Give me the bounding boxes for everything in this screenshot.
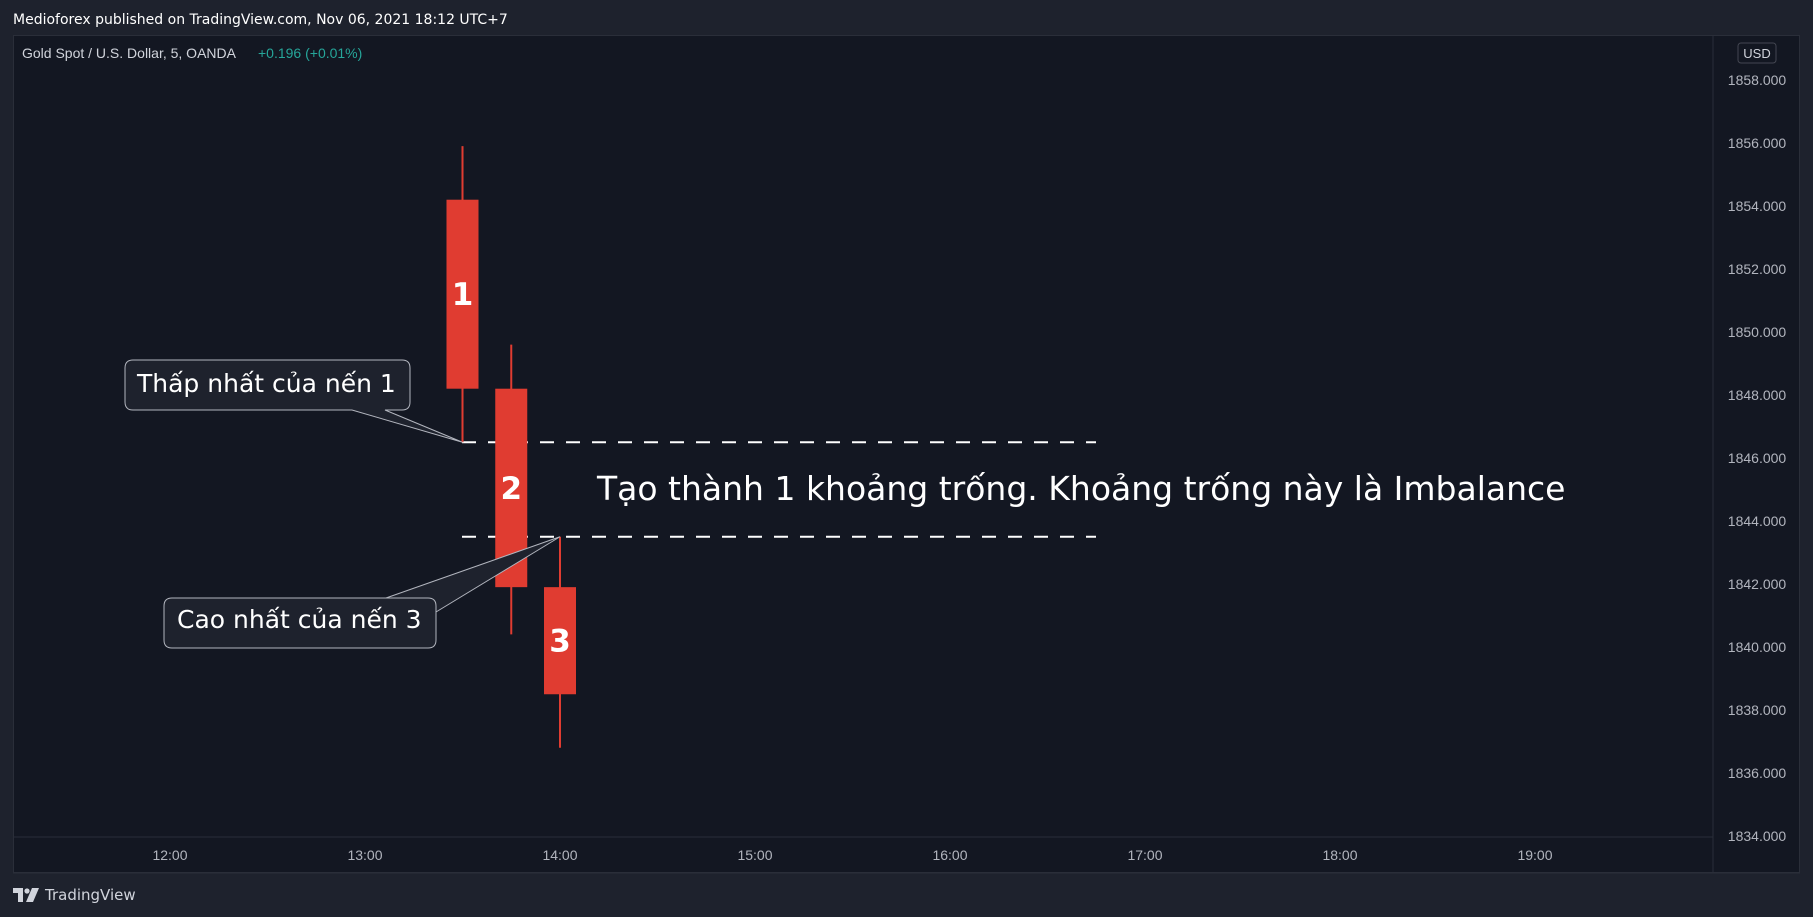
callout-high-shape <box>163 536 561 649</box>
time-tick-label: 18:00 <box>1322 847 1357 863</box>
currency-badge[interactable]: USD <box>1737 42 1777 64</box>
candles: 1 2 3 <box>446 146 576 748</box>
callout-high-text: Cao nhất của nến 3 <box>177 605 422 634</box>
footer-brand[interactable]: TradingView <box>13 884 136 906</box>
chart-frame[interactable] <box>13 35 1800 873</box>
candle-label: 1 <box>452 277 474 313</box>
legend-change: +0.196 (+0.01%) <box>258 45 362 61</box>
currency-label: USD <box>1743 46 1770 61</box>
currency-badge-box <box>1737 42 1777 64</box>
footer-brand-label: TradingView <box>45 886 136 904</box>
candle-body <box>446 199 479 389</box>
price-tick-label: 1838.000 <box>1728 702 1787 718</box>
price-tick-label: 1842.000 <box>1728 576 1787 592</box>
time-tick-label: 12:00 <box>152 847 187 863</box>
candle-label: 3 <box>549 624 571 660</box>
callout-low-text: Thấp nhất của nến 1 <box>136 369 396 398</box>
callout-high[interactable]: Cao nhất của nến 3 <box>163 536 561 649</box>
tradingview-logo-icon <box>13 888 39 902</box>
price-tick-label: 1848.000 <box>1728 387 1787 403</box>
candle-body <box>544 587 576 695</box>
time-tick-label: 15:00 <box>737 847 772 863</box>
price-tick-label: 1850.000 <box>1728 324 1787 340</box>
published-line: Medioforex published on TradingView.com,… <box>13 12 508 28</box>
time-tick-label: 19:00 <box>1517 847 1552 863</box>
callout-low[interactable]: Thấp nhất của nến 1 <box>124 359 463 443</box>
price-tick-label: 1844.000 <box>1728 513 1787 529</box>
legend-symbol: Gold Spot / U.S. Dollar, 5, OANDA <box>22 45 237 61</box>
time-tick-label: 13:00 <box>347 847 382 863</box>
price-tick-label: 1856.000 <box>1728 135 1787 151</box>
callout-low-shape <box>124 359 463 443</box>
price-tick-label: 1854.000 <box>1728 198 1787 214</box>
candle-3[interactable]: 3 <box>544 536 576 748</box>
time-tick-label: 17:00 <box>1127 847 1162 863</box>
price-tick-label: 1834.000 <box>1728 828 1787 844</box>
imbalance-lines <box>462 441 1096 538</box>
price-ticks: 1858.000 1856.000 1854.000 1852.000 1850.000… <box>1728 72 1787 844</box>
price-tick-label: 1852.000 <box>1728 261 1787 277</box>
candle-2[interactable]: 2 <box>495 344 528 635</box>
time-tick-label: 16:00 <box>932 847 967 863</box>
time-ticks: 12:00 13:00 14:00 15:00 16:00 17:00 18:00 19:00 <box>152 847 1552 863</box>
price-tick-label: 1858.000 <box>1728 72 1787 88</box>
candle-1[interactable]: 1 <box>446 146 479 443</box>
candle-label: 2 <box>500 471 522 507</box>
price-tick-label: 1840.000 <box>1728 639 1787 655</box>
time-tick-label: 14:00 <box>542 847 577 863</box>
price-tick-label: 1836.000 <box>1728 765 1787 781</box>
price-tick-label: 1846.000 <box>1728 450 1787 466</box>
imbalance-text: Tạo thành 1 khoảng trống. Khoảng trống n… <box>596 469 1565 508</box>
